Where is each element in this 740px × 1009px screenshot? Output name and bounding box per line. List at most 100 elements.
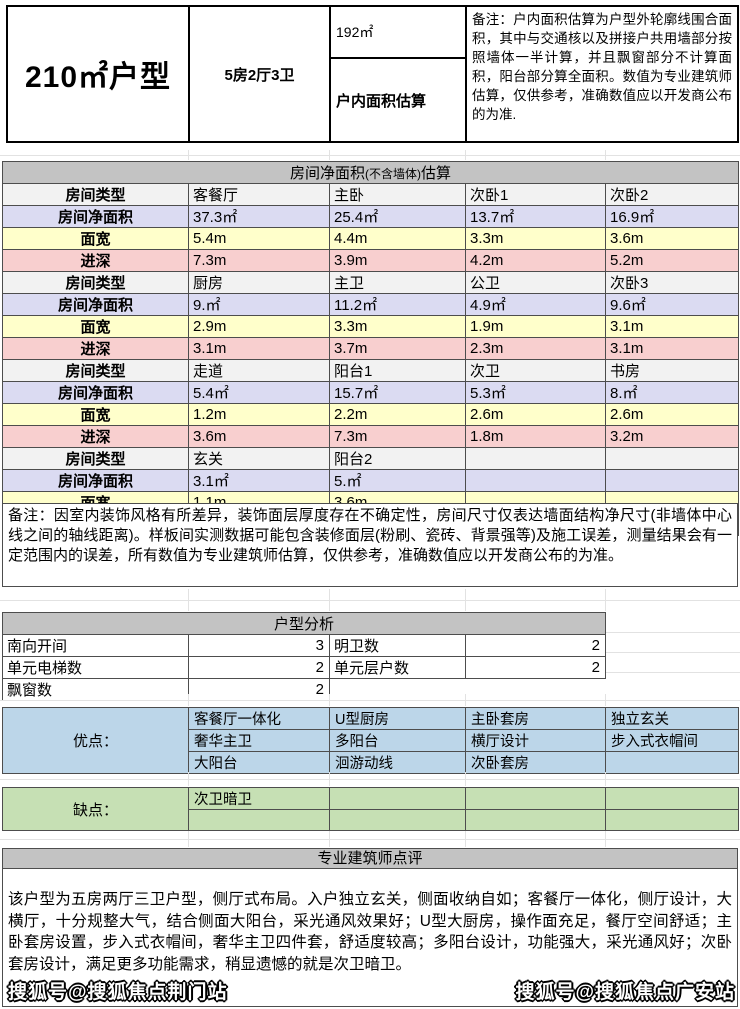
room-cell: 4.4m [329,227,466,250]
cons-item [605,787,739,810]
room-cell: 2.6m [465,403,606,426]
cons-item [465,787,606,810]
analysis-label: 南向开间 [2,634,189,657]
room-cell: 4.9㎡ [465,293,606,316]
grid-hline [606,672,740,673]
room-cell: 主卫 [329,271,466,294]
cons-item [465,809,606,831]
grid-hline [606,632,740,633]
room-cell: 8.㎡ [605,381,739,404]
cons-label: 缺点： [2,787,189,831]
room-table-row: 房间净面积 3.1㎡ 5.㎡ [2,469,739,492]
pros-item: 横厅设计 [465,729,606,752]
pros-item [605,751,739,774]
room-cell: 37.3㎡ [188,205,330,228]
analysis-blank-cell [465,678,606,701]
room-table-row: 房间净面积 5.4㎡ 15.7㎡ 5.3㎡ 8.㎡ [2,381,739,404]
room-cell: 9.6㎡ [605,293,739,316]
row-label: 房间类型 [2,447,189,470]
pros-table: 优点： 客餐厅一体化 U型厨房 主卧套房 独立玄关 奢华主卫 多阳台 横厅设计 步入式衣帽间 大阳… [2,707,739,774]
row-label: 房间类型 [2,271,189,294]
analysis-label: 明卫数 [329,634,466,657]
pros-row: 大阳台 洄游动线 次卧套房 [3,751,739,774]
room-table-row: 房间净面积 9.㎡ 11.2㎡ 4.9㎡ 9.6㎡ [2,293,739,316]
architect-review-box: 专业建筑师点评 该户型为五房两厅三卫户型，侧厅式布局。入户独立玄关，侧面收纳自如… [2,848,738,1007]
cons-item [329,787,466,810]
review-title: 专业建筑师点评 [3,849,737,869]
analysis-value: 2 [464,656,607,679]
room-table-row: 房间净面积 37.3㎡ 25.4㎡ 13.7㎡ 16.9㎡ [2,205,739,228]
room-cell: 9.㎡ [188,293,330,316]
header-note: 备注：户内面积估算为户型外轮廓线围合面积，其中与交通核以及拼接户共用墙部分按照墙… [465,5,739,143]
row-label: 面宽 [2,227,189,250]
pros-item: 独立玄关 [605,707,739,730]
cons-table: 缺点： 次卫暗卫 [2,787,739,831]
pros-item: 奢华主卫 [188,729,330,752]
analysis-label: 单元电梯数 [2,656,189,679]
row-label: 进深 [2,425,189,448]
room-cell: 厨房 [188,271,330,294]
room-cell: 13.7㎡ [465,205,606,228]
unit-layout: 5房2厅3卫 [188,5,331,143]
room-cell [605,469,739,492]
pros-item: 多阳台 [329,729,466,752]
analysis-title-row: 户型分析 [1,612,607,635]
unit-area-label: 户内面积估算 [329,57,467,143]
room-table-row: 进深 3.1m 3.7m 2.3m 3.1m [2,337,739,360]
room-cell [465,447,606,470]
analysis-value: 3 [188,634,330,657]
review-text: 该户型为五房两厅三卫户型，侧厅式布局。入户独立玄关，侧面收纳自如；客餐厅一体化，… [8,891,732,973]
room-cell: 3.2m [605,425,739,448]
room-cell: 3.3m [329,315,466,338]
pros-row: 优点： 客餐厅一体化 U型厨房 主卧套房 独立玄关 [2,707,739,774]
room-cell: 公卫 [465,271,606,294]
room-table-title-row: 房间净面积(不含墙体)估算 [2,161,739,184]
grid-hline [0,700,740,701]
room-cell: 1.2m [188,403,330,426]
room-cell: 5.4㎡ [188,381,330,404]
watermark-left: 搜狐号@搜狐焦点荆门站 [8,982,228,1003]
room-table-row: 房间类型 走道 阳台1 次卫 书房 [2,359,739,382]
room-table-row: 房间类型 厨房 主卫 公卫 次卧3 [2,271,739,294]
room-cell: 1.8m [465,425,606,448]
room-cell: 阳台1 [329,359,466,382]
grid-hline [0,839,740,840]
room-cell: 25.4㎡ [329,205,466,228]
room-cell: 1.9m [465,315,606,338]
row-label: 房间净面积 [2,381,189,404]
room-cell: 3.1m [605,337,739,360]
row-label: 面宽 [2,403,189,426]
room-cell: 次卧1 [465,183,606,206]
unit-analysis-table: 户型分析 南向开间 3 明卫数 2 单元电梯数 2 单元层户数 2 飘窗数 2 [1,612,607,701]
row-label: 房间类型 [2,183,189,206]
cons-item [605,809,739,831]
analysis-value: 2 [188,656,330,679]
room-table-row: 面宽 2.9m 3.3m 1.9m 3.1m [2,315,739,338]
analysis-value: 2 [464,634,607,657]
cons-row: 缺点： 次卫暗卫 [2,787,739,831]
room-cell: 2.6m [605,403,739,426]
room-cell: 3.3m [465,227,606,250]
pros-item: 大阳台 [188,751,330,774]
pros-item: 客餐厅一体化 [188,707,330,730]
room-table-row: 面宽 5.4m 4.4m 3.3m 3.6m [2,227,739,250]
room-table-row: 房间类型 玄关 阳台2 [2,447,739,470]
pros-item: 步入式衣帽间 [605,729,739,752]
room-cell: 5.4m [188,227,330,250]
grid-hline [606,652,740,653]
room-cell: 5.3㎡ [465,381,606,404]
row-label: 房间净面积 [2,205,189,228]
room-cell: 11.2㎡ [329,293,466,316]
analysis-title: 户型分析 [1,612,607,635]
room-table-row: 房间类型 客餐厅 主卧 次卧1 次卧2 [2,183,739,206]
room-cell: 主卧 [329,183,466,206]
room-table-row: 进深 7.3m 3.9m 4.2m 5.2m [2,249,739,272]
cons-item [188,809,330,831]
room-cell: 3.1m [188,337,330,360]
row-label: 进深 [2,249,189,272]
analysis-row: 南向开间 3 明卫数 2 [2,634,607,657]
analysis-value: 2 [188,678,330,701]
grid-hline [0,155,740,156]
row-label: 房间类型 [2,359,189,382]
